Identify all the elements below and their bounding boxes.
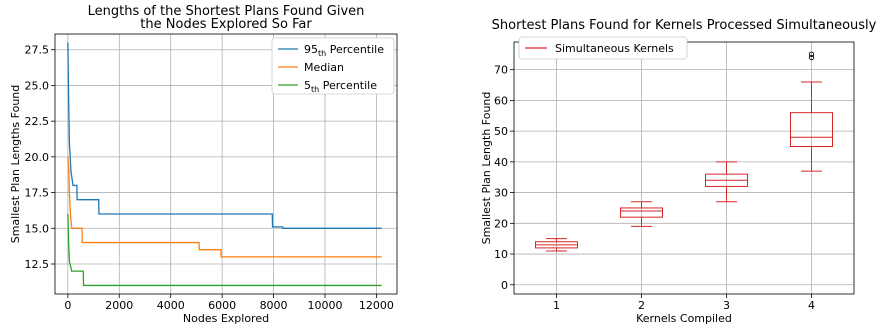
chart-1-title: Lengths of the Shortest Plans Found Give… [88,4,365,19]
chart-1-y-tick-label: 15.0 [25,222,50,235]
chart-2-title: Shortest Plans Found for Kernels Process… [492,18,877,33]
chart-2-plot-area [514,42,854,294]
chart-2-y-tick-label: 40 [494,156,508,169]
chart-1-x-tick-label: 2000 [105,299,133,312]
chart-1-legend: 95th Percentile Median 5th Percentile [271,37,395,95]
chart-1-title: the Nodes Explored So Far [140,17,312,32]
chart-2-y-tick-label: 0 [501,279,508,292]
chart-1-series-line [67,156,382,258]
chart-2-outlier [808,54,815,61]
chart-2-x-axis-label: Kernels Compiled [636,312,732,324]
chart-2-legend-box [518,36,688,60]
chart-2-box [790,112,833,147]
chart-2-box-1 [535,238,578,252]
chart-1-legend-box [271,37,395,95]
chart-2-y-axis-label: Smallest Plan Length Found [480,92,493,245]
chart-1-y-axis-label: Smallest Plan Lengths Found [9,85,22,244]
chart-1-y-tick-label: 12.5 [25,258,50,271]
chart-1-x-tick-label: 8000 [260,299,288,312]
chart-1-y-tick-label: 27.5 [25,44,50,57]
chart-2-y-tick-label: 20 [494,217,508,230]
chart-1-x-tick-label: 12000 [359,299,394,312]
chart-2-box-3 [705,161,748,203]
chart-1-x-tick-label: 4000 [157,299,185,312]
chart-1-y-tick-label: 25.0 [25,79,50,92]
chart-2-x-tick-label: 1 [553,299,560,312]
chart-1-x-tick-label: 6000 [208,299,236,312]
chart-1-series-line [67,42,382,229]
chart-1-x-axis-label: Nodes Explored [183,312,269,324]
chart-1-legend-entry: 5th Percentile [304,79,377,94]
chart-2-legend: Simultaneous Kernels [518,36,688,60]
chart-1-y-tick-label: 17.5 [25,187,50,200]
chart-2-y-tick-label: 60 [494,94,508,107]
chart-1-y-tick-label: 22.5 [25,115,50,128]
chart-1-frame [54,33,398,295]
chart-1-x-tick-label: 10000 [308,299,343,312]
chart-2-y-tick-label: 30 [494,187,508,200]
chart-1-y-tick-label: 20.0 [25,151,50,164]
chart-1-legend-entry: 95th Percentile [304,43,384,58]
chart-2-x-tick-label: 2 [638,299,645,312]
chart-1-legend-entry: Median [304,61,344,74]
chart-1-x-tick-label: 0 [64,299,71,312]
chart-2-y-tick-label: 10 [494,248,508,261]
chart-2-outlier [808,51,815,57]
chart-1: 0 2000 4000 6000 8000 10000 12000 12.5 15.0 17.5 2… [9,4,398,324]
chart-2-y-tick-label: 50 [494,125,508,138]
chart-2-legend-entry: Simultaneous Kernels [555,42,674,55]
chart-2-y-tick-label: 70 [494,64,508,77]
chart-2-box-2 [620,201,663,227]
chart-2-x-tick-label: 3 [723,299,730,312]
chart-2-box-4 [790,51,833,172]
chart-2-x-tick-label: 4 [808,299,815,312]
chart-1-series-line [67,213,382,287]
chart-2-box [620,207,663,218]
